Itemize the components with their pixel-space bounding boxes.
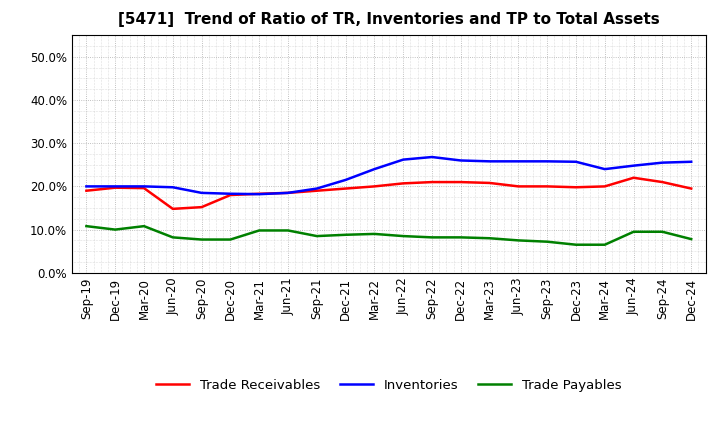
Inventories bbox=[284, 190, 292, 195]
Trade Payables bbox=[370, 231, 379, 237]
Inventories bbox=[572, 159, 580, 165]
Line: Trade Receivables: Trade Receivables bbox=[86, 178, 691, 209]
Trade Payables bbox=[111, 227, 120, 232]
Trade Receivables bbox=[255, 191, 264, 196]
Inventories bbox=[658, 160, 667, 165]
Trade Receivables bbox=[82, 188, 91, 193]
Trade Payables bbox=[600, 242, 609, 247]
Trade Payables bbox=[399, 234, 408, 239]
Trade Payables bbox=[543, 239, 552, 244]
Trade Receivables bbox=[428, 180, 436, 185]
Trade Payables bbox=[572, 242, 580, 247]
Trade Payables bbox=[226, 237, 235, 242]
Trade Payables bbox=[140, 224, 148, 229]
Inventories bbox=[312, 186, 321, 191]
Trade Payables bbox=[341, 232, 350, 238]
Trade Receivables bbox=[312, 188, 321, 193]
Inventories bbox=[82, 184, 91, 189]
Trade Payables bbox=[284, 228, 292, 233]
Inventories bbox=[485, 159, 494, 164]
Inventories bbox=[514, 159, 523, 164]
Trade Payables bbox=[485, 235, 494, 241]
Trade Payables bbox=[658, 229, 667, 235]
Inventories bbox=[399, 157, 408, 162]
Title: [5471]  Trend of Ratio of TR, Inventories and TP to Total Assets: [5471] Trend of Ratio of TR, Inventories… bbox=[118, 12, 660, 27]
Inventories bbox=[600, 166, 609, 172]
Trade Payables bbox=[687, 236, 696, 242]
Trade Payables bbox=[629, 229, 638, 235]
Trade Receivables bbox=[514, 184, 523, 189]
Inventories bbox=[687, 159, 696, 165]
Trade Receivables bbox=[658, 180, 667, 185]
Trade Receivables bbox=[629, 175, 638, 180]
Trade Payables bbox=[514, 238, 523, 243]
Inventories bbox=[226, 191, 235, 196]
Trade Payables bbox=[312, 234, 321, 239]
Trade Receivables bbox=[226, 192, 235, 198]
Trade Receivables bbox=[341, 186, 350, 191]
Trade Receivables bbox=[572, 185, 580, 190]
Trade Receivables bbox=[399, 181, 408, 186]
Line: Inventories: Inventories bbox=[86, 157, 691, 194]
Line: Trade Payables: Trade Payables bbox=[86, 226, 691, 245]
Trade Receivables bbox=[197, 205, 206, 210]
Inventories bbox=[341, 177, 350, 183]
Trade Payables bbox=[428, 235, 436, 240]
Inventories bbox=[456, 158, 465, 163]
Trade Receivables bbox=[111, 185, 120, 191]
Trade Payables bbox=[197, 237, 206, 242]
Inventories bbox=[543, 159, 552, 164]
Inventories bbox=[197, 190, 206, 195]
Inventories bbox=[629, 163, 638, 169]
Inventories bbox=[428, 154, 436, 160]
Trade Receivables bbox=[687, 186, 696, 191]
Inventories bbox=[255, 191, 264, 197]
Trade Receivables bbox=[456, 180, 465, 185]
Inventories bbox=[111, 184, 120, 189]
Inventories bbox=[168, 185, 177, 190]
Trade Receivables bbox=[485, 180, 494, 186]
Inventories bbox=[370, 166, 379, 172]
Trade Receivables bbox=[370, 184, 379, 189]
Inventories bbox=[140, 184, 148, 189]
Trade Receivables bbox=[140, 186, 148, 191]
Trade Payables bbox=[82, 224, 91, 229]
Legend: Trade Receivables, Inventories, Trade Payables: Trade Receivables, Inventories, Trade Pa… bbox=[151, 373, 626, 397]
Trade Receivables bbox=[543, 184, 552, 189]
Trade Payables bbox=[168, 235, 177, 240]
Trade Receivables bbox=[600, 184, 609, 189]
Trade Receivables bbox=[284, 190, 292, 195]
Trade Receivables bbox=[168, 206, 177, 212]
Trade Payables bbox=[255, 228, 264, 233]
Trade Payables bbox=[456, 235, 465, 240]
